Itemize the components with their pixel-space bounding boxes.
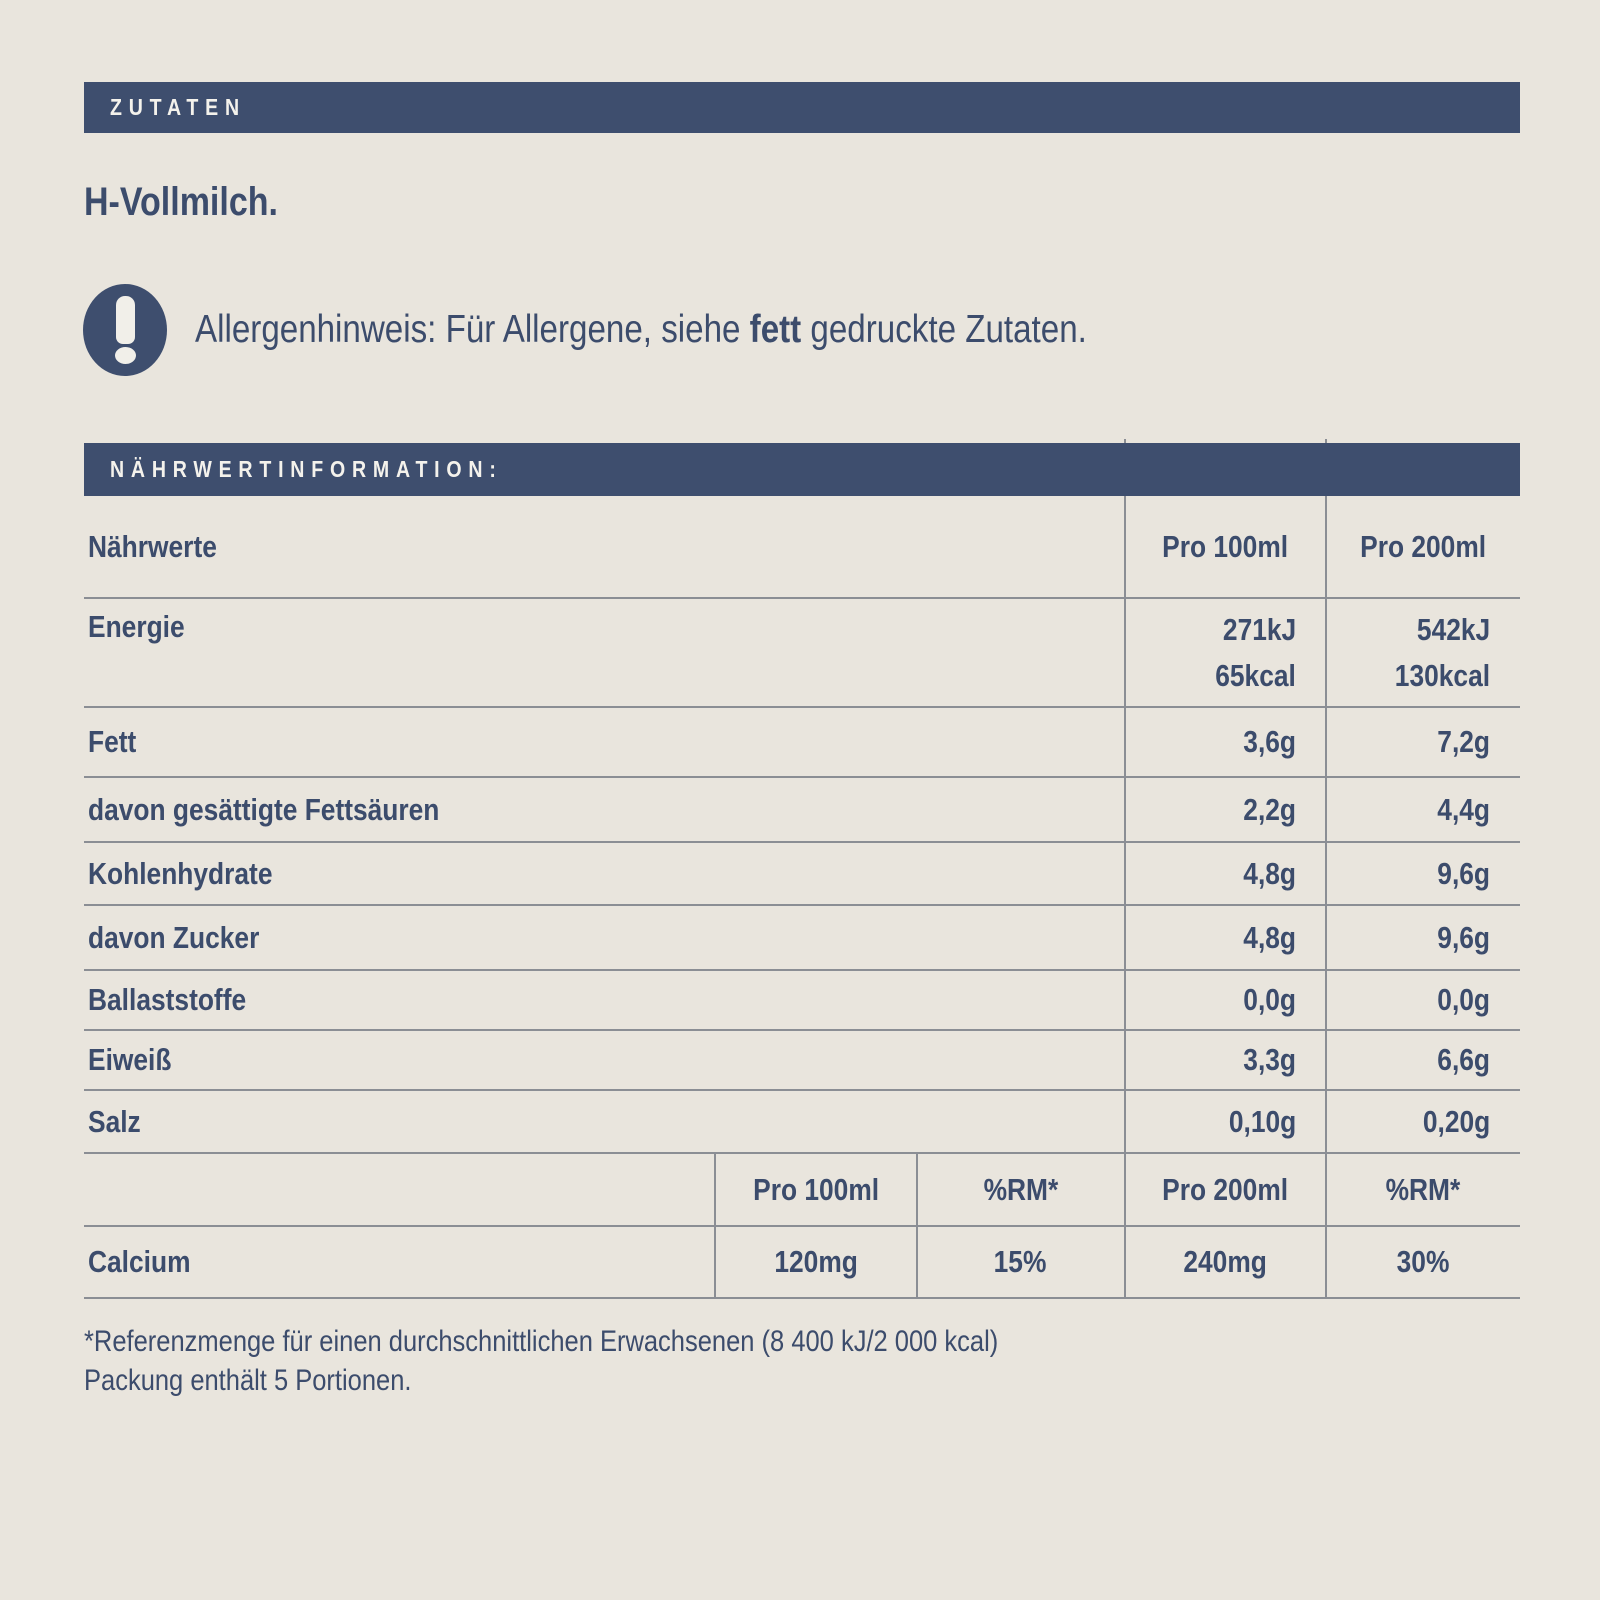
- allergen-text-prefix: Allergenhinweis: Für Allergene, siehe: [195, 308, 750, 351]
- row-divider: [84, 597, 1520, 599]
- footnote-reference-amount: *Referenzmenge für einen durchschnittlic…: [84, 1325, 999, 1358]
- nutrient-value-per-100ml: 4,8g: [1243, 919, 1296, 955]
- table-row-zucker: davon Zucker 4,8g 9,6g: [84, 905, 1520, 970]
- nutrient-value-per-100ml: 0,0g: [1243, 982, 1296, 1017]
- table-row-calcium: Calcium 120mg 15% 240mg 30%: [84, 1226, 1520, 1298]
- nutrient-value-per-100ml: 3,6g: [1243, 724, 1296, 759]
- table-row-kohlenhydrate: Kohlenhydrate 4,8g 9,6g: [84, 842, 1520, 905]
- allergen-text: Allergenhinweis: Für Allergene, siehe fe…: [195, 308, 1244, 352]
- allergen-notice: Allergenhinweis: Für Allergene, siehe fe…: [83, 284, 1244, 376]
- column-header-nutrients: Nährwerte: [88, 529, 217, 564]
- nutrient-value-per-200ml: 0,0g: [1437, 982, 1490, 1017]
- nutrition-header-bar: NÄHRWERTINFORMATION:: [84, 443, 1520, 496]
- nutrient-value-per-200ml: 542kJ 130kcal: [1394, 611, 1490, 693]
- nutrient-value-per-200ml: 4,4g: [1437, 791, 1490, 827]
- table-row-gesaettigte-fettsaeuren: davon gesättigte Fettsäuren 2,2g 4,4g: [84, 777, 1520, 842]
- exclamation-icon: [83, 284, 167, 376]
- row-divider: [84, 904, 1520, 906]
- minerals-header-row: Pro 100ml %RM* Pro 200ml %RM*: [84, 1153, 1520, 1226]
- table-row-ballaststoffe: Ballaststoffe 0,0g 0,0g: [84, 970, 1520, 1030]
- nutrient-row-label: Ballaststoffe: [88, 982, 247, 1017]
- nutrient-row-label: Salz: [88, 1103, 141, 1139]
- row-divider: [84, 776, 1520, 778]
- ingredients-header-label: ZUTATEN: [110, 94, 246, 120]
- exclamation-dot: [114, 347, 136, 364]
- nutrient-value-per-100ml: 3,3g: [1243, 1042, 1296, 1077]
- nutrient-value-per-200ml: 7,2g: [1437, 724, 1490, 759]
- nutrient-value-per-100ml: 4,8g: [1243, 855, 1296, 891]
- table-header-row: Nährwerte Pro 100ml Pro 200ml: [84, 496, 1520, 598]
- footnotes: *Referenzmenge für einen durchschnittlic…: [84, 1322, 1160, 1400]
- nutrient-value-per-200ml: 9,6g: [1437, 919, 1490, 955]
- table-row-salz: Salz 0,10g 0,20g: [84, 1090, 1520, 1153]
- nutrient-row-label: davon Zucker: [88, 919, 260, 955]
- mineral-value-rm-200ml: 30%: [1396, 1244, 1450, 1279]
- column-header-per-200ml: Pro 200ml: [1360, 529, 1486, 564]
- mineral-value-rm-100ml: 15%: [994, 1244, 1047, 1279]
- column-header-per-100ml: Pro 100ml: [1162, 529, 1289, 564]
- nutrient-row-label: davon gesättigte Fettsäuren: [88, 791, 440, 827]
- row-divider: [84, 1089, 1520, 1091]
- product-name: H-Vollmilch.: [84, 180, 278, 224]
- row-divider: [84, 841, 1520, 843]
- row-divider: [84, 1297, 1520, 1299]
- ingredients-header-bar: ZUTATEN: [84, 82, 1520, 133]
- nutrition-header-label: NÄHRWERTINFORMATION:: [110, 456, 503, 482]
- table-row-energie: Energie 271kJ 65kcal 542kJ 130kcal: [84, 598, 1520, 707]
- nutrient-value-per-200ml: 0,20g: [1422, 1103, 1490, 1139]
- minerals-column-header-rm-200ml: %RM*: [1385, 1171, 1461, 1207]
- allergen-text-suffix: gedruckte Zutaten.: [801, 308, 1087, 351]
- minerals-column-header-per-200ml: Pro 200ml: [1162, 1171, 1289, 1207]
- nutrient-value-per-100ml: 271kJ 65kcal: [1215, 611, 1296, 693]
- minerals-column-header-rm-100ml: %RM*: [983, 1171, 1058, 1207]
- column-divider: [1124, 439, 1126, 1299]
- nutrient-row-label: Fett: [88, 724, 137, 759]
- nutrient-value-per-100ml: 2,2g: [1243, 791, 1296, 827]
- column-divider: [1325, 439, 1327, 1299]
- row-divider: [84, 969, 1520, 971]
- mineral-row-label: Calcium: [88, 1244, 191, 1279]
- allergen-text-bold: fett: [749, 308, 802, 351]
- row-divider: [84, 1152, 1520, 1154]
- nutrient-row-label: Energie: [88, 609, 185, 644]
- minerals-column-header-per-100ml: Pro 100ml: [753, 1171, 879, 1207]
- footnote-portions: Packung enthält 5 Portionen.: [84, 1364, 412, 1397]
- row-divider: [84, 1029, 1520, 1031]
- nutrient-value-per-200ml: 9,6g: [1437, 855, 1490, 891]
- table-row-fett: Fett 3,6g 7,2g: [84, 707, 1520, 777]
- mineral-value-per-200ml: 240mg: [1183, 1244, 1268, 1279]
- nutrient-value-per-200ml: 6,6g: [1437, 1042, 1490, 1077]
- row-divider: [84, 1225, 1520, 1227]
- nutrient-row-label: Eiweiß: [88, 1042, 172, 1077]
- table-row-eiweiss: Eiweiß 3,3g 6,6g: [84, 1030, 1520, 1090]
- row-divider: [84, 706, 1520, 708]
- nutrient-row-label: Kohlenhydrate: [88, 855, 273, 891]
- nutrient-value-per-100ml: 0,10g: [1228, 1103, 1296, 1139]
- mineral-value-per-100ml: 120mg: [774, 1244, 858, 1279]
- exclamation-stem: [115, 296, 135, 344]
